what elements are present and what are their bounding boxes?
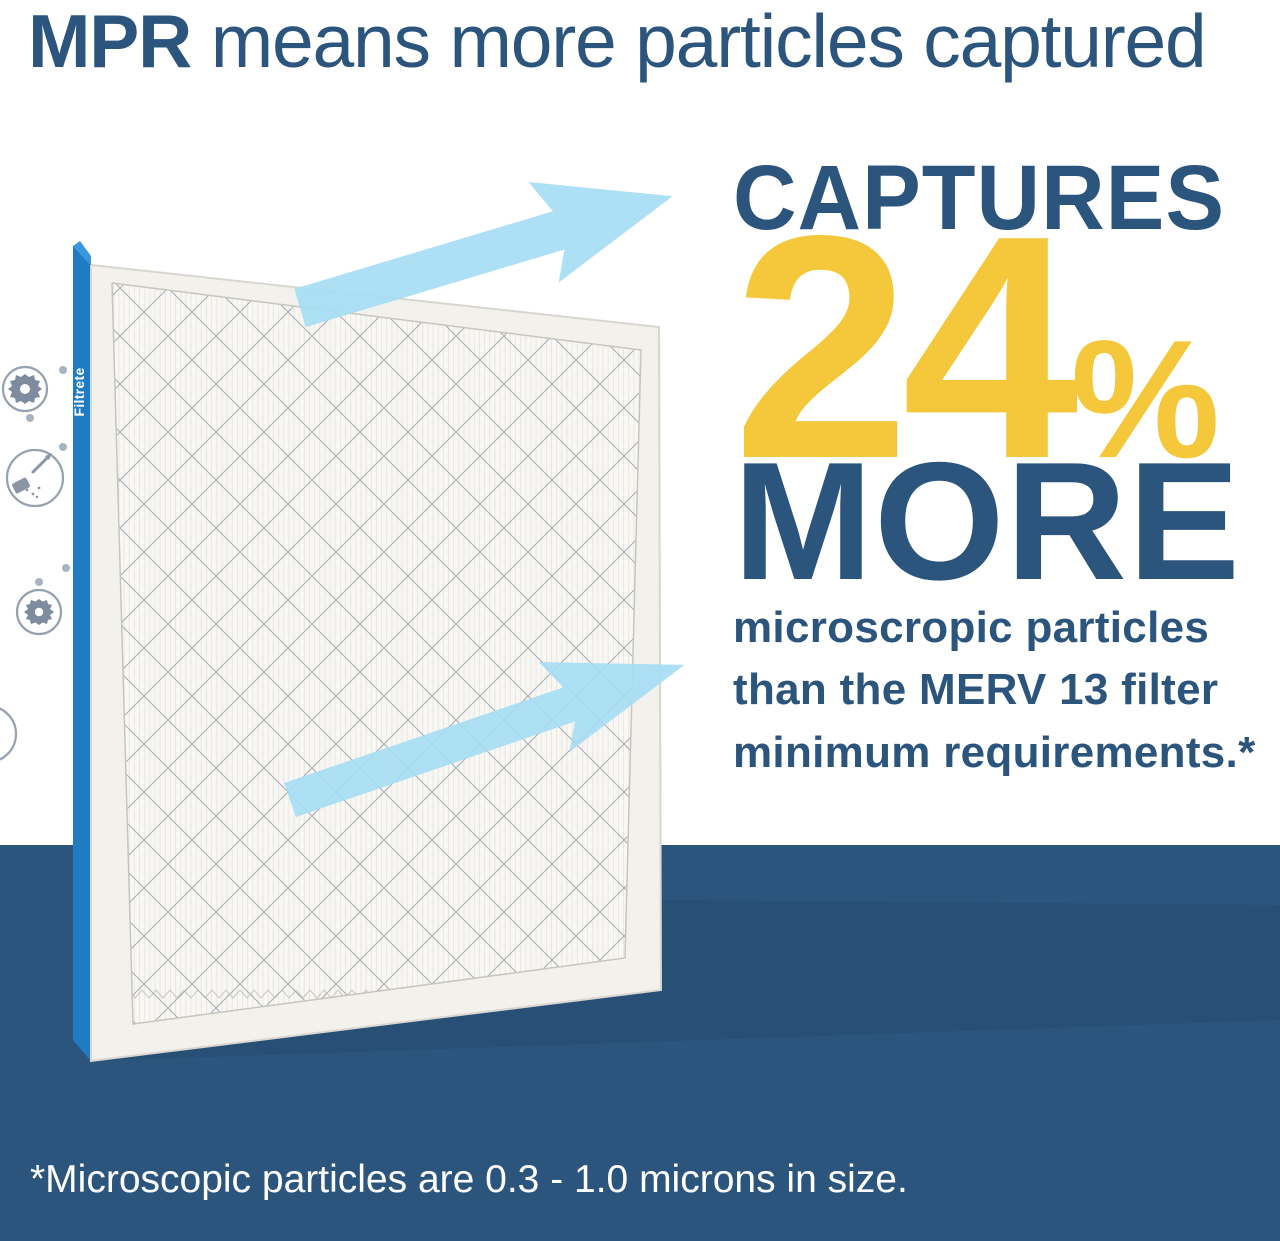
svg-text:Filtrete: Filtrete (71, 367, 87, 416)
